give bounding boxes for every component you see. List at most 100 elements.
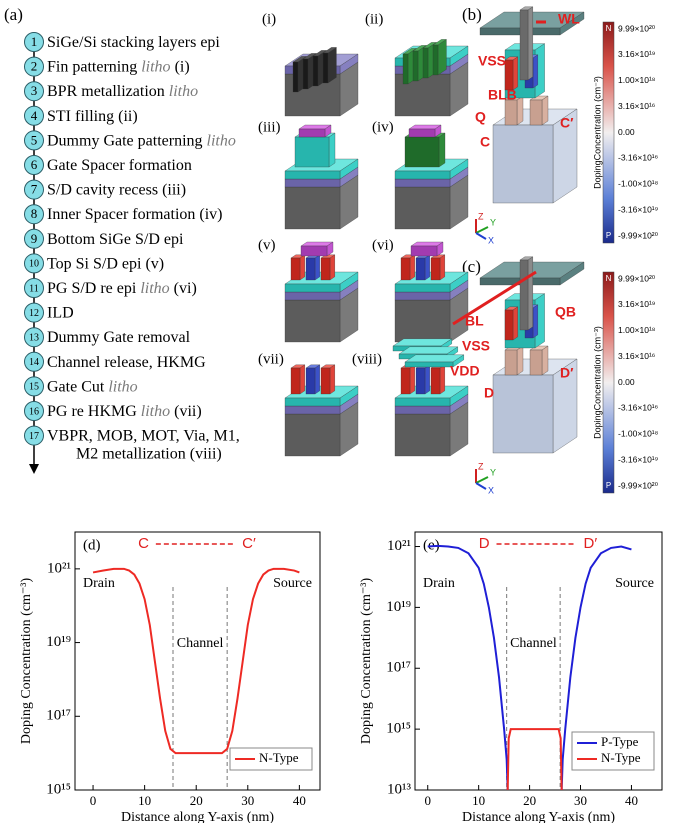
fin: [328, 47, 336, 83]
epi: [505, 60, 513, 90]
structure-label: BL: [465, 313, 484, 329]
fin: [413, 51, 418, 81]
colorbar-tick: 9.99×10²⁰: [618, 273, 656, 283]
substrate: [493, 375, 553, 453]
region-label: Channel: [177, 636, 224, 651]
axis-letter: X: [488, 235, 494, 245]
step-main: PG S/D re epi: [47, 280, 140, 297]
axis-letter: Y: [490, 467, 496, 477]
data-line: [93, 569, 299, 753]
pillar: [542, 346, 548, 375]
step-litho: litho: [141, 403, 170, 420]
step-number: 17: [29, 431, 39, 442]
section-start: C: [138, 535, 149, 552]
pillar: [505, 100, 517, 125]
y-tick-label: 10¹⁷: [46, 708, 71, 724]
epi: [401, 368, 410, 394]
step-main: Dummy Gate patterning: [47, 132, 207, 149]
fin: [303, 59, 308, 89]
step-main: VBPR, MOB, MOT, Via, M1,: [47, 427, 240, 444]
device-base: [395, 414, 450, 456]
step-main: BPR metallization: [47, 83, 169, 100]
step-number: 1: [31, 34, 38, 49]
axis-y: [476, 227, 488, 233]
step-number: 2: [31, 59, 38, 74]
step-main: Bottom SiGe S/D epi: [47, 230, 184, 247]
axis-x: [476, 233, 486, 239]
step-after: (i): [171, 58, 190, 75]
epi: [410, 365, 415, 394]
step-text: S/D cavity recess (iii): [47, 181, 186, 198]
legend-label: N-Type: [259, 750, 299, 765]
step-main: Gate Cut: [47, 378, 108, 395]
device-layer: [285, 179, 340, 187]
device-base: [285, 414, 340, 456]
step-number: 9: [31, 231, 38, 246]
structure-label: VDD: [450, 363, 480, 379]
y-axis-title: Doping Concentration (cm⁻³): [359, 578, 374, 745]
epi: [291, 368, 300, 394]
device-layer: [395, 292, 450, 300]
sti-layer: [285, 398, 340, 406]
pillar: [530, 100, 542, 125]
epi: [330, 255, 335, 280]
x-tick-label: 10: [138, 793, 151, 808]
gate-stack: [439, 133, 445, 167]
step-text: Gate Cut litho: [47, 378, 138, 395]
fin: [313, 56, 318, 86]
epi: [315, 365, 320, 394]
structure-label: VSS: [478, 53, 506, 69]
x-tick-label: 30: [241, 793, 254, 808]
image-label: (viii): [352, 351, 382, 367]
step-number: 8: [31, 206, 38, 221]
sti-layer: [395, 398, 450, 406]
colorbar-tick: 1.00×10¹⁸: [618, 75, 656, 85]
colorbar-tick: 3.16×10¹⁶: [618, 351, 655, 361]
y-tick-label: 10²¹: [387, 538, 411, 554]
pillar: [517, 346, 523, 375]
step-number: 16: [29, 406, 39, 417]
colorbar-tick: -3.16×10¹⁹: [618, 204, 659, 214]
panel-label: (b): [462, 5, 482, 24]
metal: [405, 362, 453, 367]
substrate: [493, 125, 553, 203]
colorbar-tick: -3.16×10¹⁶: [618, 153, 658, 163]
step-text: VBPR, MOB, MOT, Via, M1,: [47, 427, 240, 444]
step-number: 11: [29, 283, 39, 294]
epi: [306, 258, 315, 280]
step-text: Gate Spacer formation: [47, 157, 192, 174]
x-axis-title: Distance along Y-axis (nm): [462, 810, 615, 823]
sti-layer: [285, 284, 340, 292]
colorbar-tick: 9.99×10²⁰: [618, 23, 656, 33]
y-tick-label: 10¹³: [387, 781, 411, 797]
device-base: [285, 187, 340, 229]
step-litho: litho: [169, 83, 198, 100]
structure-label: VSS: [462, 338, 490, 354]
x-axis-title: Distance along Y-axis (nm): [121, 810, 274, 823]
x-tick-label: 20: [523, 793, 536, 808]
step-number: 14: [29, 357, 39, 368]
colorbar-tick: 3.16×10¹⁹: [618, 49, 656, 59]
epi: [315, 255, 320, 280]
epi: [440, 255, 445, 280]
region-label: Source: [615, 576, 654, 591]
image-label: (iv): [372, 119, 394, 135]
step-number: 7: [31, 182, 38, 197]
structure-label: D: [484, 385, 494, 401]
region-label: Channel: [510, 636, 557, 651]
region-label: Drain: [423, 576, 455, 591]
fin: [403, 54, 408, 84]
y-tick-label: 10¹⁵: [46, 781, 71, 797]
step-litho: litho: [108, 378, 137, 395]
x-tick-label: 0: [90, 793, 97, 808]
figure: (a) (b) (c) 1SiGe/Si stacking layers epi…: [0, 0, 675, 823]
colorbar-title: DopingConcentration (cm⁻³): [592, 76, 602, 189]
step-litho: litho: [141, 58, 170, 75]
x-tick-label: 0: [424, 793, 431, 808]
epi: [321, 368, 330, 394]
epi: [513, 57, 518, 90]
step-number: 10: [29, 259, 39, 270]
epi: [401, 258, 410, 280]
step-text: BPR metallization litho: [47, 83, 198, 100]
gate-stack: [329, 133, 335, 167]
